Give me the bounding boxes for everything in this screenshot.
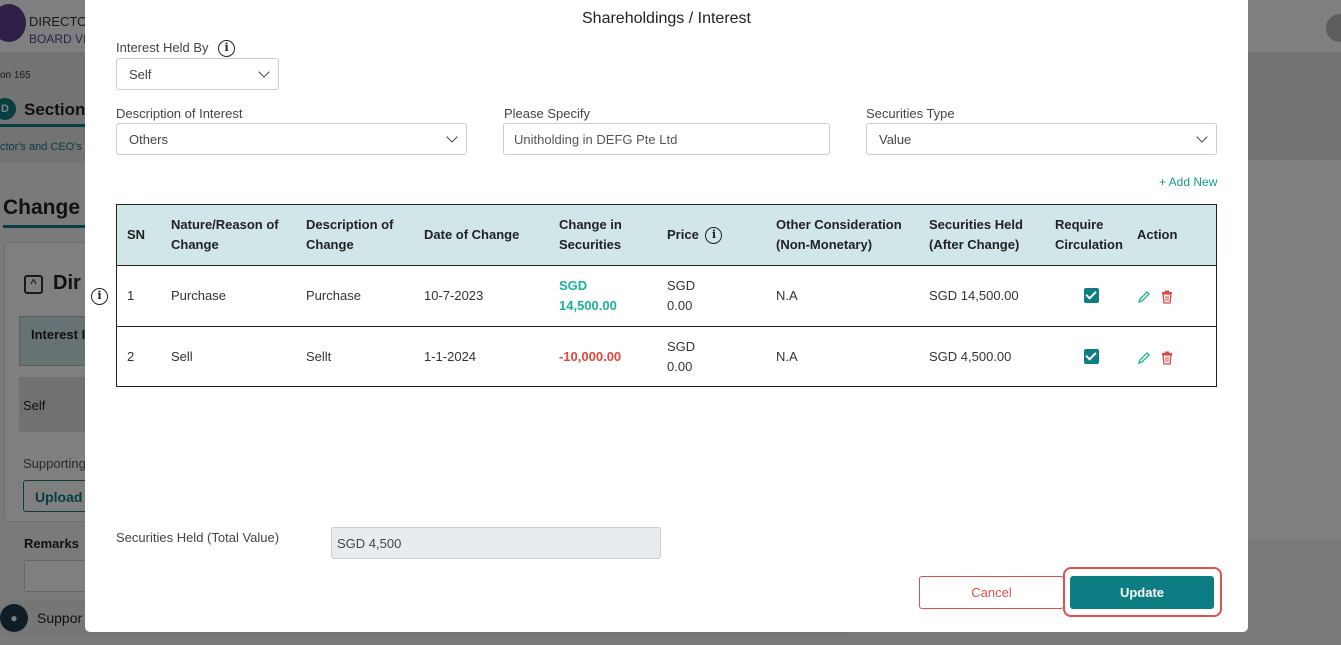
description-of-interest-value: Others — [129, 132, 169, 147]
cell-date: 1-1-2024 — [424, 349, 477, 364]
header-other-line1: Other Consideration — [776, 217, 902, 232]
require-circulation-checkbox[interactable] — [1084, 288, 1099, 303]
header-req-line1: Require — [1055, 217, 1104, 232]
cell-change-amount: 14,500.00 — [559, 298, 617, 313]
header-held-line1: Securities Held — [929, 217, 1023, 232]
header-sn: SN — [127, 227, 146, 242]
total-value-label: Securities Held (Total Value) — [116, 530, 280, 545]
cell-price: SGD 0.00 — [667, 337, 695, 377]
header-held-line2: (After Change) — [929, 237, 1020, 252]
cell-date: 10-7-2023 — [424, 288, 484, 303]
cell-held: SGD 14,500.00 — [929, 288, 1019, 303]
cell-description: Sellt — [306, 349, 332, 364]
cell-description: Purchase — [306, 288, 361, 303]
table-row: 1 Purchase Purchase 10-7-2023 SGD 14,500… — [117, 266, 1216, 326]
cell-nature: Sell — [171, 349, 193, 364]
delete-icon[interactable] — [1161, 351, 1173, 365]
please-specify-label: Please Specify — [504, 106, 590, 121]
interest-held-by-select[interactable]: Self — [116, 58, 279, 90]
header-action: Action — [1137, 227, 1178, 242]
delete-icon[interactable] — [1161, 290, 1173, 304]
header-price-label: Price — [667, 227, 699, 242]
cell-price-amount: 0.00 — [667, 359, 693, 374]
header-other-line2: (Non-Monetary) — [776, 237, 873, 252]
cell-sn: 1 — [127, 288, 135, 303]
cell-other: N.A — [776, 349, 798, 364]
modal-title: Shareholdings / Interest — [582, 10, 751, 27]
update-button[interactable]: Update — [1070, 576, 1214, 609]
cell-held: SGD 4,500.00 — [929, 349, 1012, 364]
table-row: 2 Sell Sellt 1-1-2024 -10,000.00 SGD 0.0… — [117, 326, 1216, 386]
header-change-line1: Change in — [559, 217, 622, 232]
cell-price: SGD 0.00 — [667, 276, 695, 316]
securities-type-label: Securities Type — [866, 106, 955, 121]
please-specify-input[interactable]: Unitholding in DEFG Pte Ltd — [503, 123, 830, 155]
update-highlight — [1063, 567, 1222, 617]
cell-nature: Purchase — [171, 288, 226, 303]
securities-type-value: Value — [879, 132, 912, 147]
cell-price-currency: SGD — [667, 278, 696, 293]
description-of-interest-select[interactable]: Others — [116, 123, 467, 155]
header-description-line2: Change — [306, 237, 354, 252]
header-other-consideration: Other Consideration (Non-Monetary) — [776, 215, 902, 255]
header-description: Description of Change — [306, 215, 393, 255]
cell-sn: 2 — [127, 349, 135, 364]
interest-held-by-text: Interest Held By — [116, 40, 209, 55]
header-nature-line2: Change — [171, 237, 219, 252]
total-value-field: SGD 4,500 — [331, 527, 661, 559]
info-icon[interactable]: i — [218, 40, 236, 58]
shareholdings-modal: Shareholdings / Interest Interest Held B… — [85, 0, 1248, 632]
edit-icon[interactable] — [1137, 351, 1151, 365]
header-change-line2: Securities — [559, 237, 622, 252]
cell-price-currency: SGD — [667, 339, 696, 354]
edit-icon[interactable] — [1137, 290, 1151, 304]
require-circulation-checkbox[interactable] — [1084, 349, 1099, 364]
cell-price-amount: 0.00 — [667, 298, 693, 313]
header-nature-line1: Nature/Reason of — [171, 217, 279, 232]
header-securities-held: Securities Held (After Change) — [929, 215, 1023, 255]
interest-held-by-value: Self — [129, 67, 152, 82]
header-date: Date of Change — [424, 227, 520, 242]
chevron-down-icon — [1196, 131, 1208, 143]
description-of-interest-label: Description of Interest — [116, 106, 243, 121]
header-nature: Nature/Reason of Change — [171, 215, 279, 255]
add-new-link[interactable]: + Add New — [1159, 175, 1218, 189]
info-icon[interactable]: i — [91, 288, 108, 305]
cancel-button[interactable]: Cancel — [919, 576, 1064, 609]
header-req-line2: Circulation — [1055, 237, 1123, 252]
cell-change-currency: SGD — [559, 278, 588, 293]
header-price: Price i — [667, 225, 723, 245]
chevron-down-icon — [446, 131, 458, 143]
cell-other: N.A — [776, 288, 798, 303]
securities-type-select[interactable]: Value — [866, 123, 1217, 155]
header-description-line1: Description of — [306, 217, 394, 232]
cell-change: SGD 14,500.00 — [559, 276, 617, 316]
chevron-down-icon — [258, 66, 270, 78]
cell-change: -10,000.00 — [559, 349, 622, 364]
header-change: Change in Securities — [559, 215, 622, 255]
info-icon[interactable]: i — [705, 227, 723, 245]
header-require-circulation: Require Circulation — [1055, 215, 1123, 255]
changes-table: SN Nature/Reason of Change Description o… — [116, 204, 1217, 387]
table-header: SN Nature/Reason of Change Description o… — [117, 205, 1216, 266]
interest-held-by-label: Interest Held By i — [116, 40, 236, 58]
